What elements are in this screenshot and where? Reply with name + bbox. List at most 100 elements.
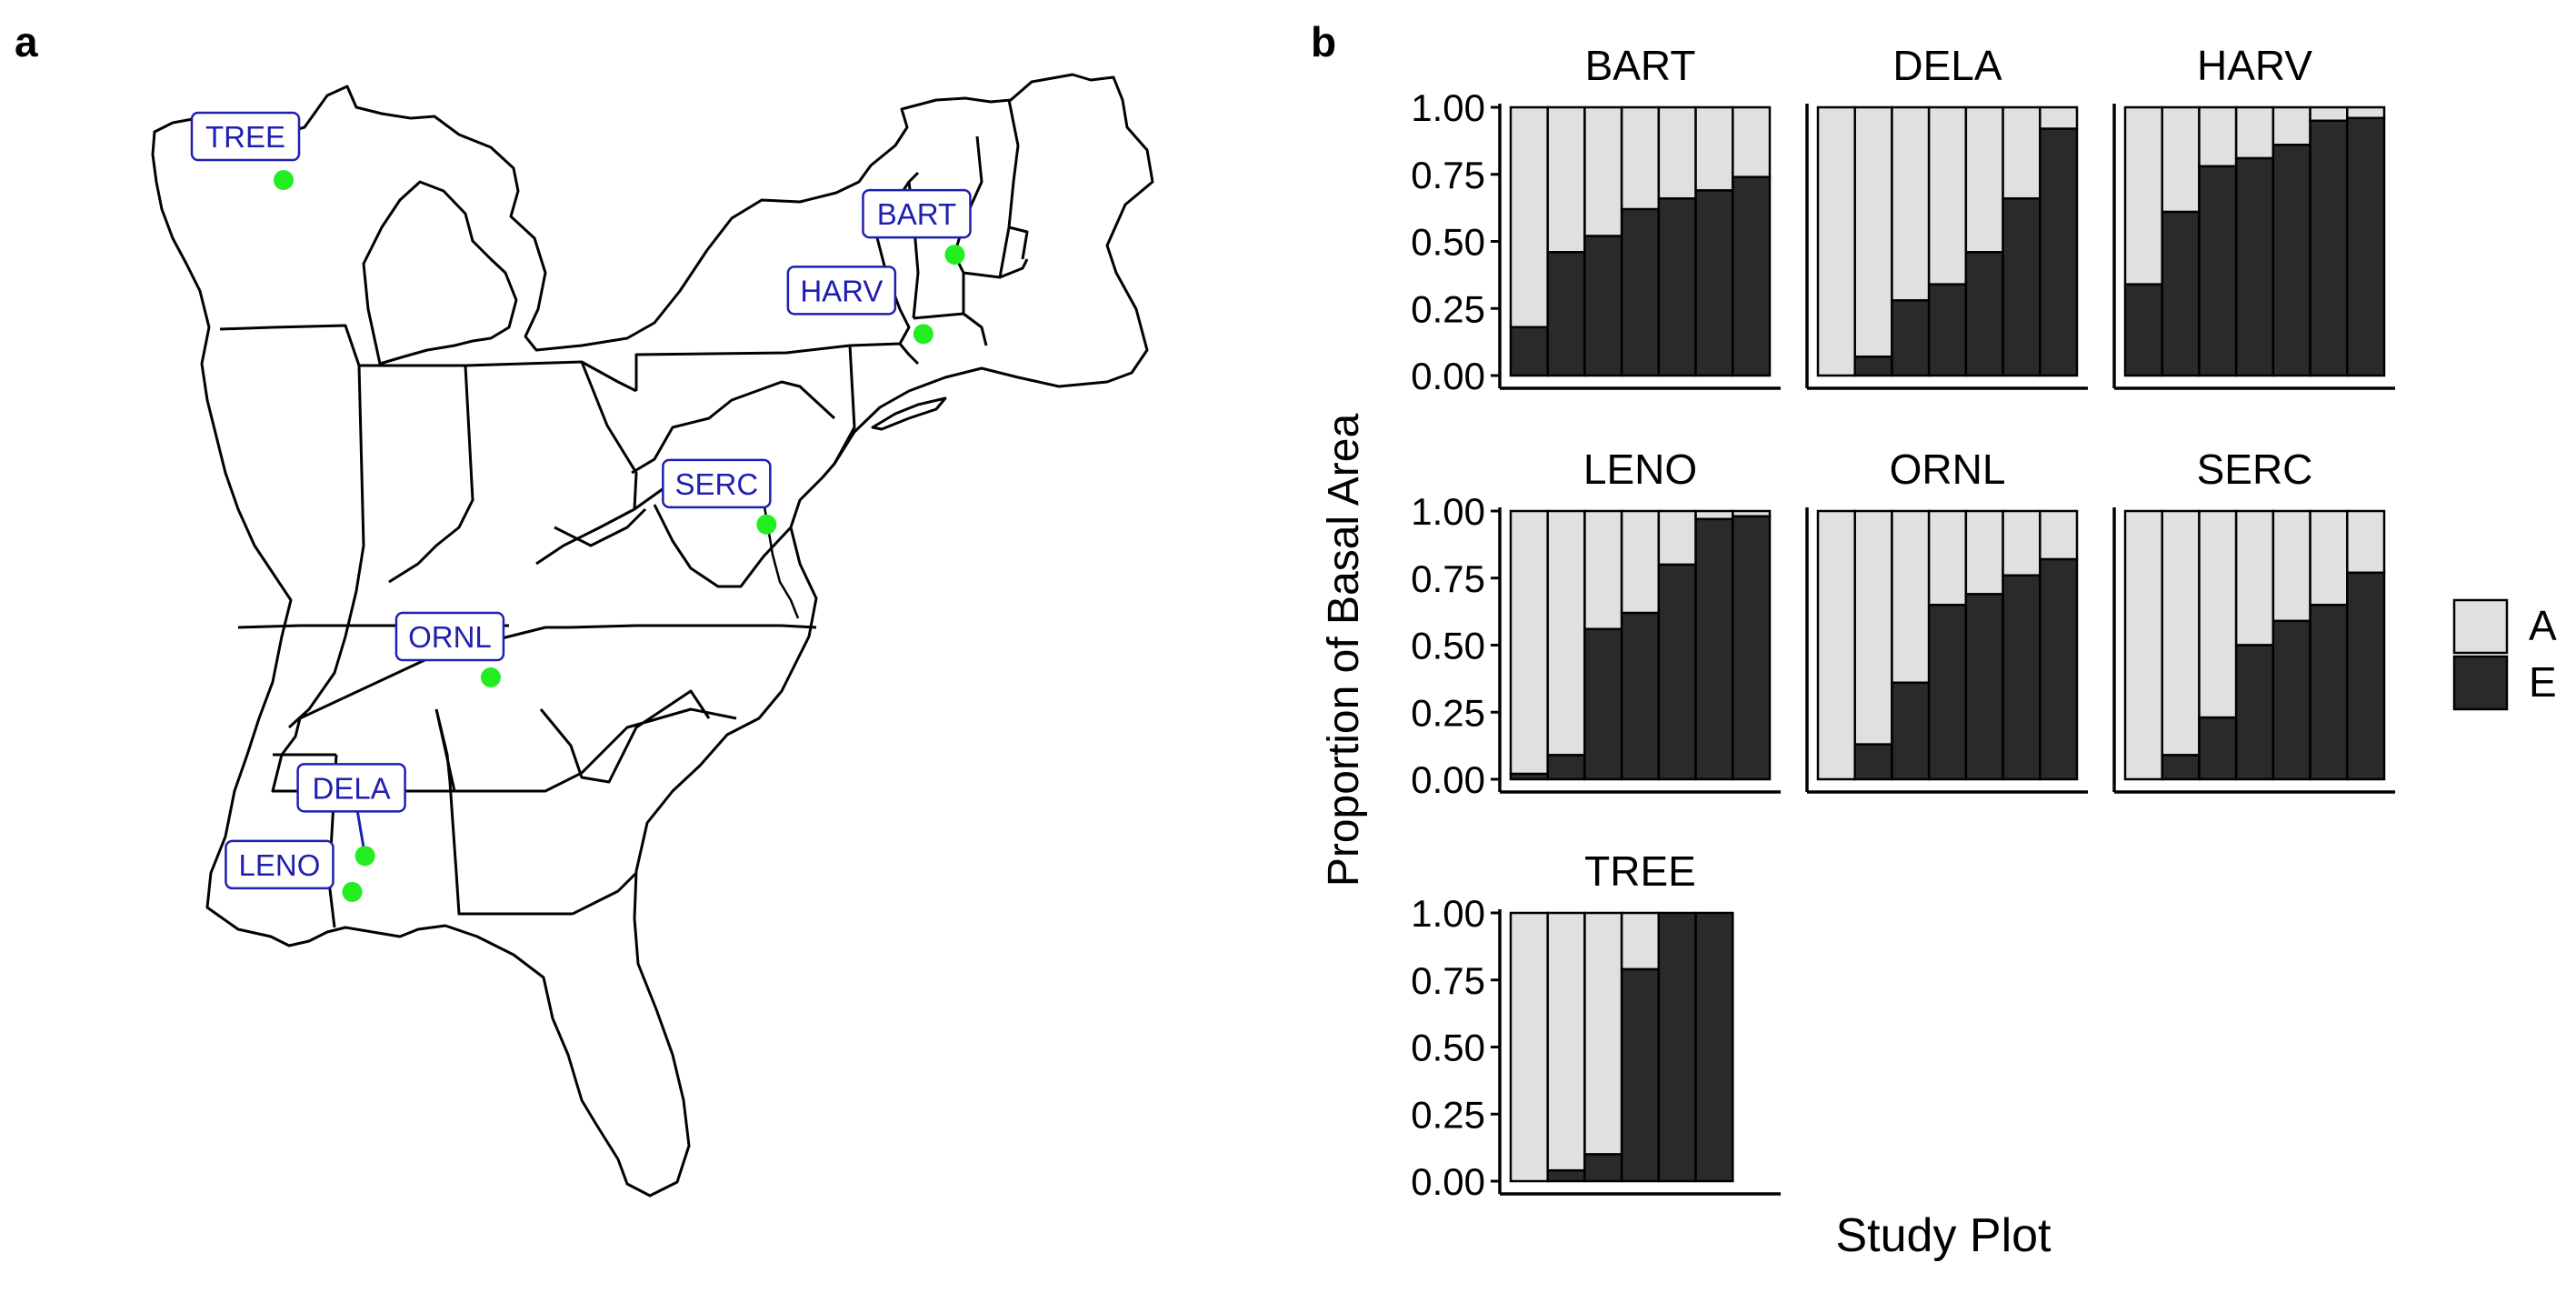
- site-label-box: [786, 266, 897, 316]
- bar-segment-a: [1583, 911, 1623, 1156]
- site-markers: TREE BART HARV SERC ORNL DELA LENO: [190, 111, 972, 902]
- facet-title: TREE: [1584, 847, 1696, 895]
- bar-segment-a: [2234, 105, 2275, 160]
- x-axis-title: Study Plot: [1835, 1209, 2052, 1262]
- bar-segment-a: [1853, 105, 1893, 358]
- site-label-box: [225, 839, 334, 890]
- chesapeake-bay: [760, 490, 800, 619]
- facet-leno: LENO 0.00 0.25 0.50 0.75 1.00: [1411, 446, 1781, 801]
- bar-segment-e: [1732, 515, 1772, 781]
- bar-segment-a: [1546, 509, 1586, 757]
- y-tick-label: 1.00: [1411, 892, 1485, 935]
- bar-segment-e: [2234, 156, 2275, 377]
- bar-segment-a: [1816, 509, 1856, 781]
- bar-segment-e: [1964, 251, 2004, 377]
- bar-segment-a: [1620, 911, 1661, 971]
- bar-segment-e: [1657, 197, 1697, 377]
- y-tick-label: 0.00: [1411, 1160, 1485, 1203]
- bar-segment-a: [1891, 509, 1931, 685]
- bar-segment-e: [1964, 593, 2004, 781]
- bar-segment-e: [2161, 754, 2201, 781]
- bar-segment-e: [2039, 127, 2079, 377]
- bar-segment-a: [2123, 105, 2163, 286]
- facet-title: BART: [1585, 42, 1696, 89]
- site-label-box: [394, 611, 505, 662]
- bar-segment-a: [1509, 105, 1549, 329]
- bar-segment-e: [2039, 557, 2079, 781]
- y-tick-label: 0.25: [1411, 287, 1485, 330]
- bar-segment-a: [2161, 105, 2201, 214]
- site-label: DELA: [312, 771, 390, 805]
- map-outline: [151, 73, 1154, 1198]
- bar-segment-e: [2309, 119, 2349, 377]
- y-tick-label: 0.50: [1411, 625, 1485, 667]
- site-point: [274, 170, 294, 190]
- site-label-box: [662, 458, 772, 509]
- legend-label-e: E: [2529, 658, 2557, 706]
- site-label: HARV: [800, 274, 883, 307]
- bar-segment-e: [1546, 754, 1586, 781]
- site-point: [342, 881, 363, 902]
- bar-segment-a: [2346, 509, 2386, 575]
- y-tick-label: 0.25: [1411, 1093, 1485, 1136]
- bar-segment-a: [1509, 911, 1549, 1183]
- bar-segment-a: [1583, 509, 1623, 631]
- bar-segment-e: [1583, 1153, 1623, 1183]
- facet-bar-charts: BART 0.00 0.25 0.50 0.75 1.00 DELA HARV LENO 0.00…: [1411, 42, 2395, 1203]
- site-label: TREE: [205, 120, 285, 154]
- site-point: [480, 667, 501, 688]
- bar-segment-a: [1657, 509, 1697, 566]
- bar-segment-a: [2198, 509, 2238, 719]
- bar-segment-e: [1657, 563, 1697, 781]
- bar-segment-a: [1732, 105, 1772, 178]
- y-tick-label: 1.00: [1411, 86, 1485, 129]
- facet-bart: BART 0.00 0.25 0.50 0.75 1.00: [1411, 42, 1781, 397]
- bar-segment-a: [1694, 509, 1734, 521]
- bar-segment-a: [2271, 105, 2311, 146]
- bar-segment-e: [2123, 283, 2163, 377]
- bar-segment-a: [1509, 509, 1549, 776]
- y-tick-label: 0.00: [1411, 355, 1485, 397]
- bar-segment-a: [1927, 105, 1968, 286]
- bar-segment-e: [1620, 207, 1661, 377]
- site-label: LENO: [239, 848, 321, 882]
- y-tick-label: 0.50: [1411, 1027, 1485, 1069]
- bar-segment-e: [2002, 197, 2042, 377]
- bar-segment-a: [2039, 509, 2079, 561]
- bar-segment-a: [2309, 509, 2349, 606]
- bar-segment-a: [1964, 509, 2004, 596]
- site-label: SERC: [674, 467, 758, 501]
- bar-segment-e: [2161, 210, 2201, 377]
- bar-segment-a: [2123, 509, 2163, 781]
- bar-segment-e: [1620, 967, 1661, 1183]
- bar-segment-e: [1509, 326, 1549, 377]
- y-tick-label: 0.75: [1411, 959, 1485, 1002]
- bar-segment-a: [2002, 105, 2042, 200]
- bar-segment-e: [1927, 604, 1968, 781]
- bar-segment-a: [2234, 509, 2275, 646]
- bar-segment-a: [1891, 105, 1931, 302]
- site-label: BART: [877, 197, 956, 231]
- bar-segment-a: [2161, 509, 2201, 757]
- facet-title: LENO: [1583, 446, 1697, 493]
- bar-segment-a: [2198, 105, 2238, 168]
- bar-segment-a: [1546, 911, 1586, 1172]
- y-tick-label: 0.00: [1411, 758, 1485, 801]
- bar-segment-e: [2346, 116, 2386, 377]
- bar-segment-e: [1927, 283, 1968, 377]
- bar-segment-e: [1694, 189, 1734, 377]
- facet-dela: DELA: [1805, 42, 2088, 390]
- bar-segment-a: [1546, 105, 1586, 254]
- bar-segment-e: [2271, 144, 2311, 377]
- bar-segment-e: [1694, 517, 1734, 781]
- bar-segment-a: [1694, 105, 1734, 192]
- bar-segment-e: [1853, 356, 1893, 377]
- bar-segment-a: [2002, 509, 2042, 577]
- panel-a-label: a: [15, 18, 38, 65]
- site-label-box: [862, 188, 972, 239]
- site-label-box: [190, 111, 301, 162]
- site-point: [354, 846, 375, 867]
- facet-title: SERC: [2197, 446, 2313, 493]
- facet-title: HARV: [2197, 42, 2312, 89]
